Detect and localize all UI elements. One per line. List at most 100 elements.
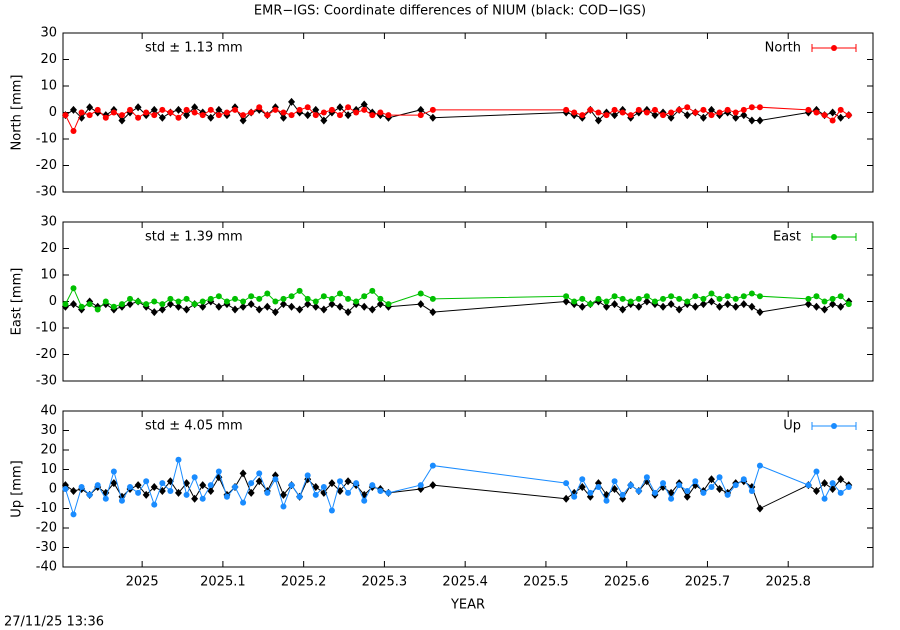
point	[699, 113, 707, 122]
point	[837, 302, 845, 311]
series-line	[64, 106, 850, 133]
point	[223, 493, 230, 500]
point	[635, 295, 642, 302]
legend-label: East	[773, 230, 801, 245]
point	[191, 109, 198, 116]
x-tick-label: 2025.3	[362, 575, 408, 590]
y-tick-label: -30	[36, 540, 57, 555]
point	[271, 308, 279, 317]
point	[578, 302, 586, 311]
y-tick-label: 0	[49, 482, 57, 497]
point	[183, 106, 190, 113]
point	[175, 456, 182, 463]
point	[700, 295, 707, 302]
x-tick-label: 2025	[126, 575, 159, 590]
point	[151, 112, 158, 119]
point	[361, 497, 368, 504]
point	[813, 293, 820, 300]
point	[376, 300, 384, 309]
point	[417, 105, 425, 114]
x-axis-label: YEAR	[450, 598, 485, 613]
point	[328, 479, 336, 488]
point	[563, 106, 570, 113]
point	[62, 112, 69, 119]
legend-marker	[831, 423, 837, 429]
point	[707, 297, 715, 306]
point	[304, 472, 311, 479]
y-tick-label: -30	[36, 374, 57, 389]
point	[429, 106, 436, 113]
point	[247, 300, 255, 309]
point	[207, 295, 214, 302]
point	[78, 484, 85, 491]
plot-frame	[62, 221, 874, 382]
point	[174, 488, 182, 497]
point	[740, 476, 747, 483]
point	[78, 109, 85, 116]
point	[837, 475, 845, 484]
point	[619, 491, 626, 498]
y-tick-label: -20	[36, 158, 57, 173]
point	[69, 105, 77, 114]
point	[118, 301, 125, 308]
point	[70, 128, 77, 135]
point	[716, 295, 723, 302]
point	[829, 300, 837, 309]
point	[700, 106, 707, 113]
point	[345, 489, 352, 496]
point	[724, 300, 732, 309]
point	[708, 112, 715, 119]
point	[361, 106, 368, 113]
point	[215, 105, 223, 114]
point	[312, 302, 320, 311]
point	[207, 113, 215, 122]
point	[264, 489, 271, 496]
point	[264, 290, 271, 297]
point	[183, 491, 190, 498]
point	[651, 111, 659, 120]
point	[361, 293, 368, 300]
point	[345, 104, 352, 111]
point	[594, 116, 602, 125]
point	[344, 477, 352, 486]
point	[708, 290, 715, 297]
point	[312, 105, 320, 114]
point	[240, 112, 247, 119]
point	[256, 470, 263, 477]
point	[676, 106, 683, 113]
y-tick-label: -10	[36, 132, 57, 147]
point	[805, 106, 812, 113]
point	[643, 297, 651, 306]
point	[716, 485, 724, 493]
point	[700, 489, 707, 496]
point	[611, 485, 619, 493]
point	[659, 302, 667, 311]
point	[159, 480, 166, 487]
point	[651, 106, 658, 113]
point	[821, 495, 828, 502]
point	[175, 114, 182, 121]
x-tick-label: 2025.8	[765, 575, 811, 590]
point	[336, 112, 343, 119]
point	[207, 106, 214, 113]
point	[353, 480, 360, 487]
point	[134, 481, 142, 490]
point	[748, 302, 756, 311]
point	[668, 109, 675, 116]
point	[821, 479, 829, 488]
point	[562, 297, 570, 306]
point	[150, 483, 158, 492]
point	[288, 302, 296, 311]
point	[167, 487, 174, 494]
timestamp: 27/11/25 13:36	[4, 615, 104, 630]
point	[223, 109, 230, 116]
point	[611, 293, 618, 300]
point	[70, 285, 77, 292]
y-tick-label: -20	[36, 347, 57, 362]
point	[660, 295, 667, 302]
point	[707, 475, 715, 484]
point	[732, 482, 739, 489]
point	[692, 109, 699, 116]
point	[239, 116, 247, 125]
point	[328, 295, 335, 302]
